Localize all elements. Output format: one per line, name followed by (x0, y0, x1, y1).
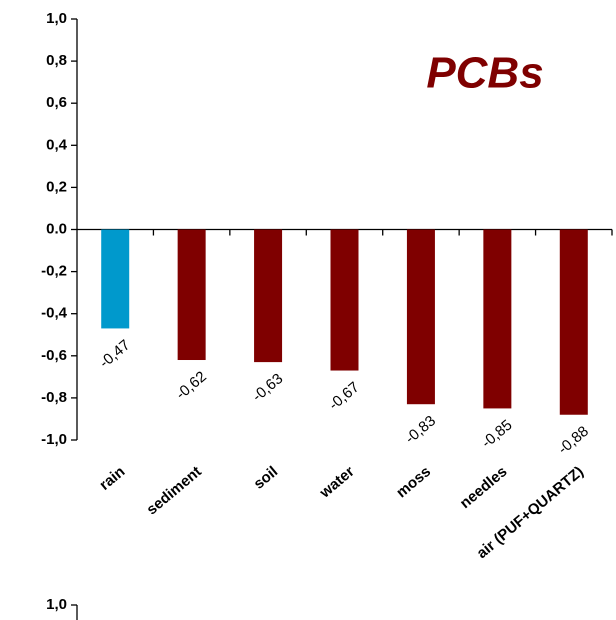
y-tick-label: 0,8 (46, 52, 67, 69)
value-label: -0,88 (555, 423, 592, 458)
bar (101, 229, 130, 329)
x-tick-label: soil (250, 463, 281, 493)
y-tick-label: 0.0 (46, 220, 67, 237)
y-tick-label: -0,4 (41, 305, 68, 322)
x-tick-label: needles (457, 463, 511, 512)
bar (406, 229, 435, 405)
y-tick-label: 1,0 (46, 596, 67, 613)
y-tick-label: 0,4 (46, 136, 68, 153)
x-tick-label: sediment (143, 463, 204, 518)
chart-title: PCBs (426, 49, 543, 98)
x-tick-label: rain (96, 463, 128, 494)
bar (483, 229, 512, 409)
value-label: -0,47 (96, 337, 133, 372)
y-tick-label: -0,2 (41, 263, 67, 280)
y-tick-label: -0,8 (41, 389, 67, 406)
bar (177, 229, 206, 361)
value-label: -0,85 (478, 417, 515, 452)
x-tick-label: water (316, 463, 358, 502)
x-tick-label: moss (393, 463, 434, 501)
value-label: -0,83 (402, 412, 439, 447)
y-tick-label: -1,0 (41, 431, 67, 448)
y-tick-label: 0,2 (46, 178, 67, 195)
value-label: -0,67 (326, 379, 363, 414)
y-tick-label: 1,0 (46, 10, 67, 27)
bar (330, 229, 359, 371)
y-tick-label: -0,6 (41, 347, 67, 364)
bar (254, 229, 283, 363)
y-tick-label: 0,6 (46, 94, 67, 111)
value-label: -0,63 (249, 370, 286, 405)
value-label: -0,62 (173, 368, 210, 403)
bar (559, 229, 588, 415)
